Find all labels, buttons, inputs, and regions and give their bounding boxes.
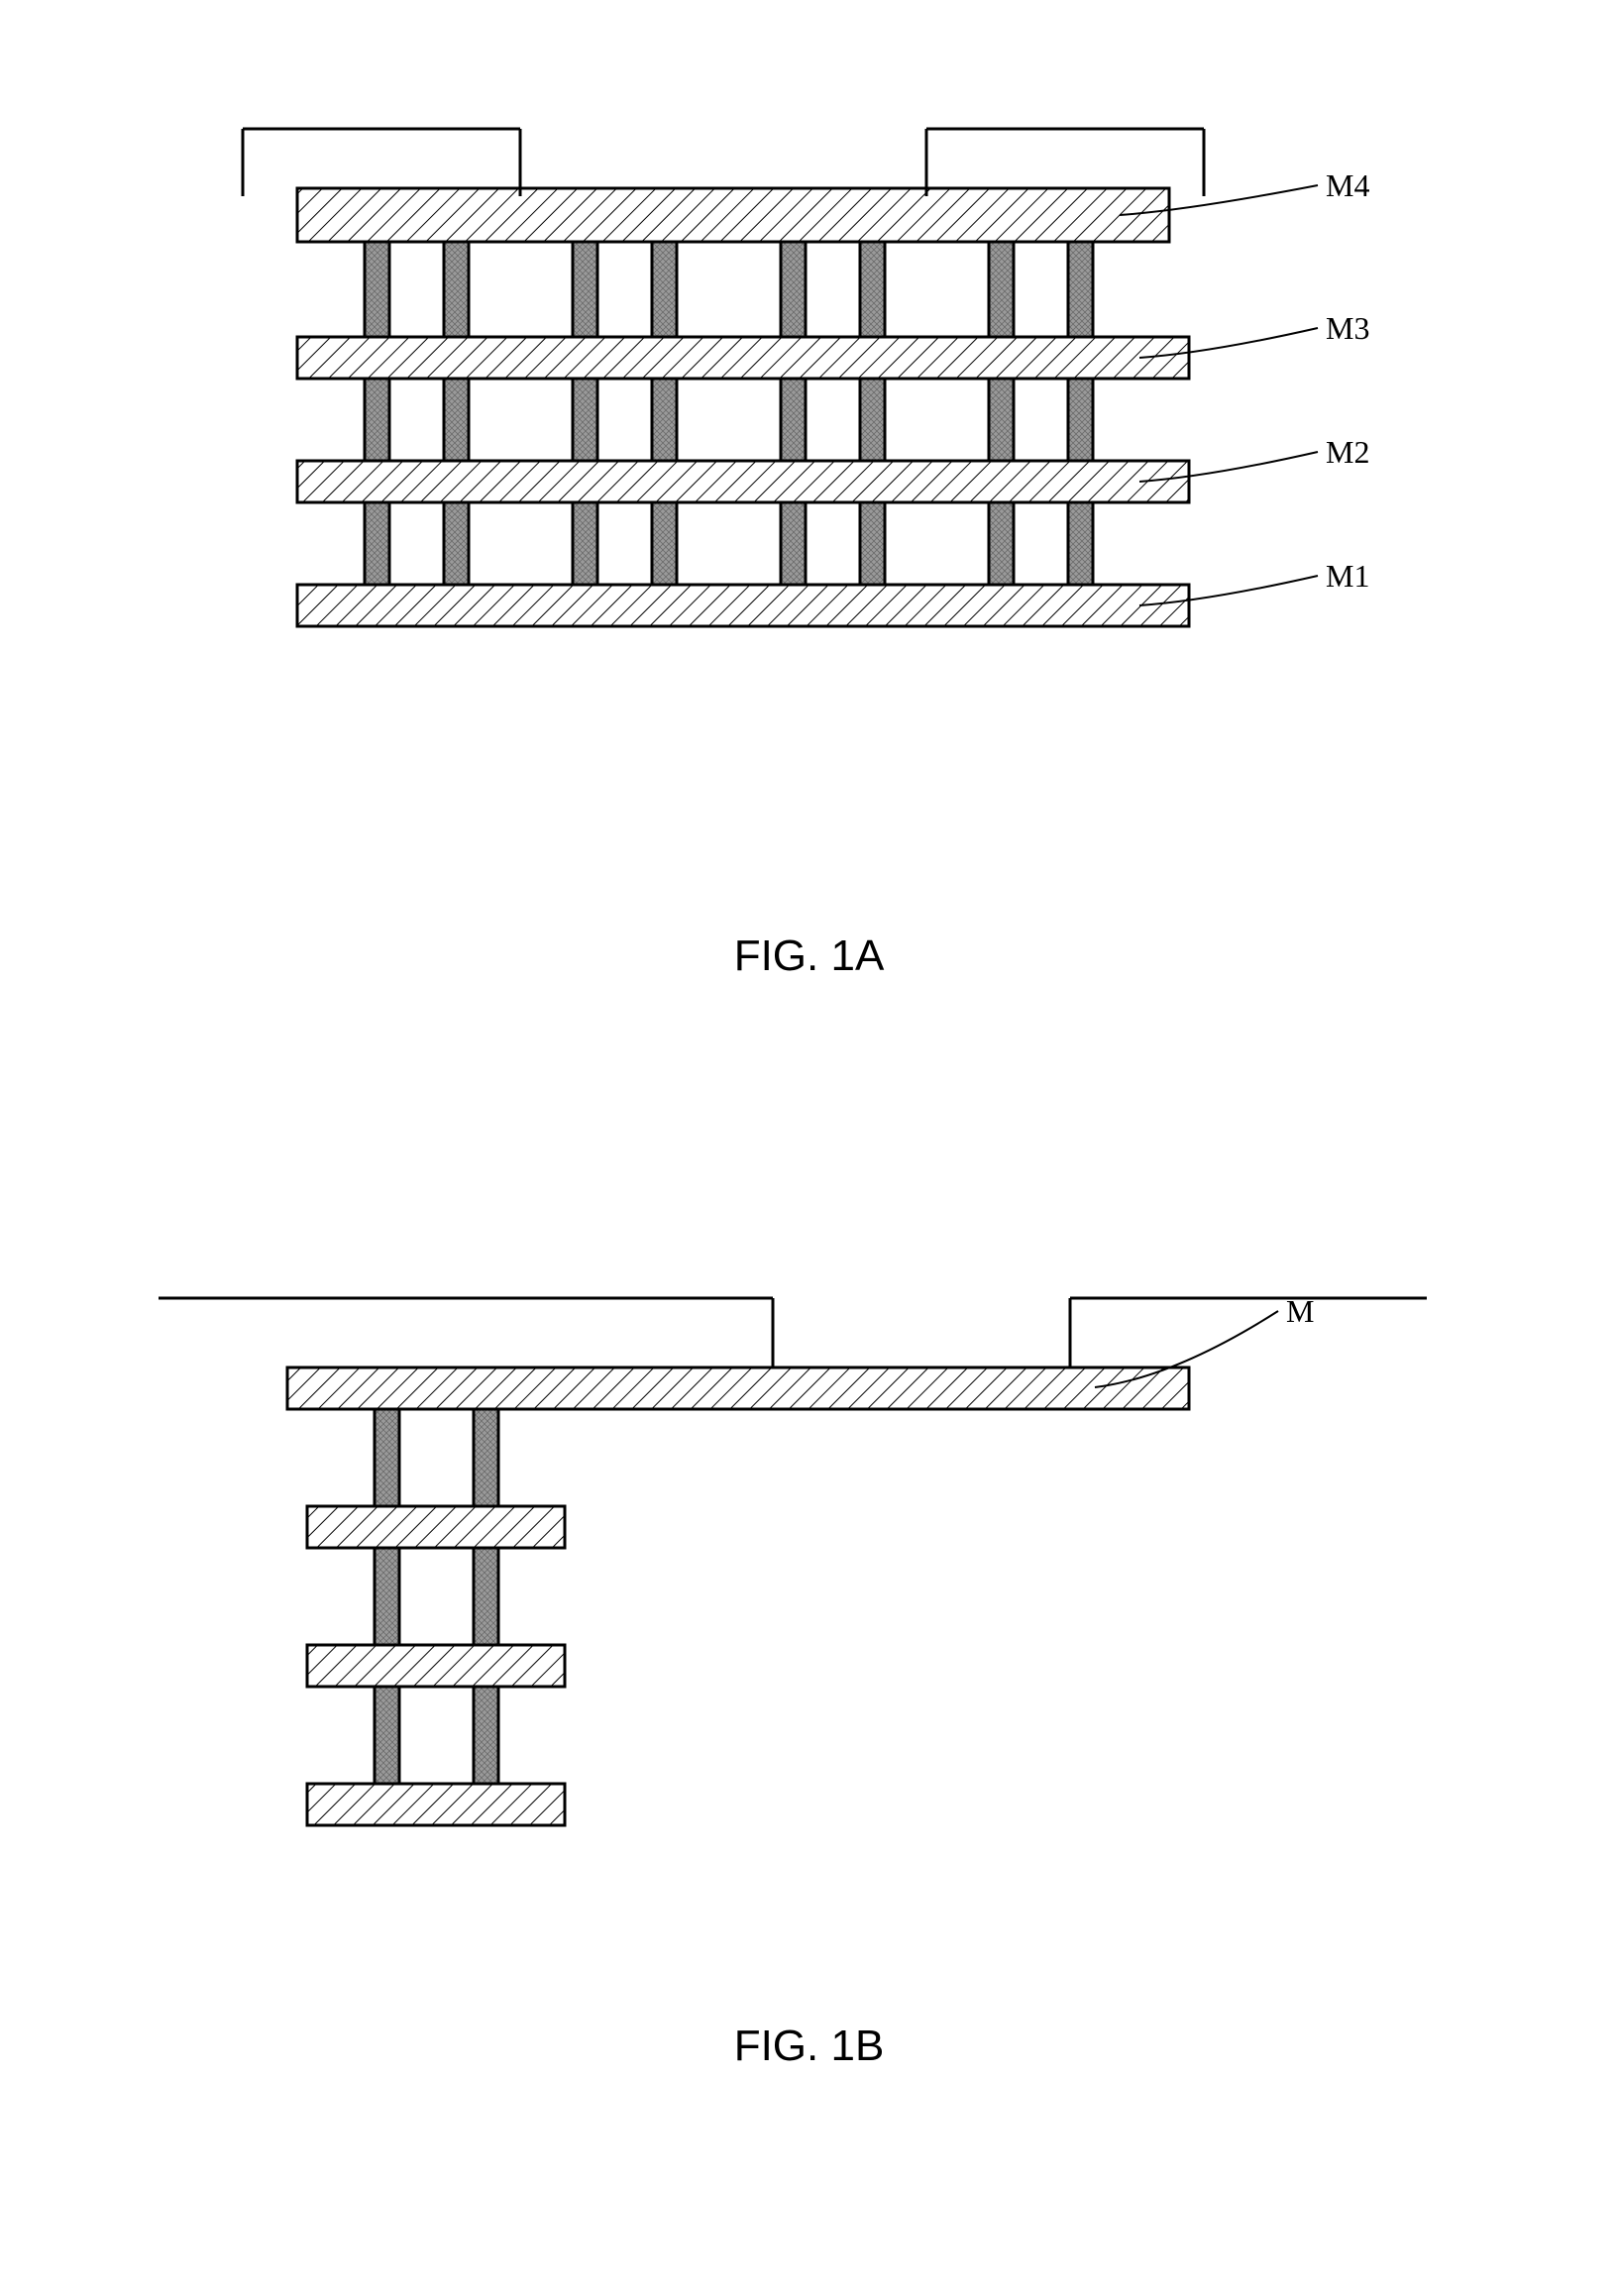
label-m: M — [1286, 1293, 1314, 1330]
page: FIG. 1A M4 M3 M2 M1 FIG. 1B M — [0, 0, 1618, 2296]
figure-b-caption: FIG. 1B — [734, 2022, 885, 2071]
figure-b-svg — [0, 0, 1618, 2296]
